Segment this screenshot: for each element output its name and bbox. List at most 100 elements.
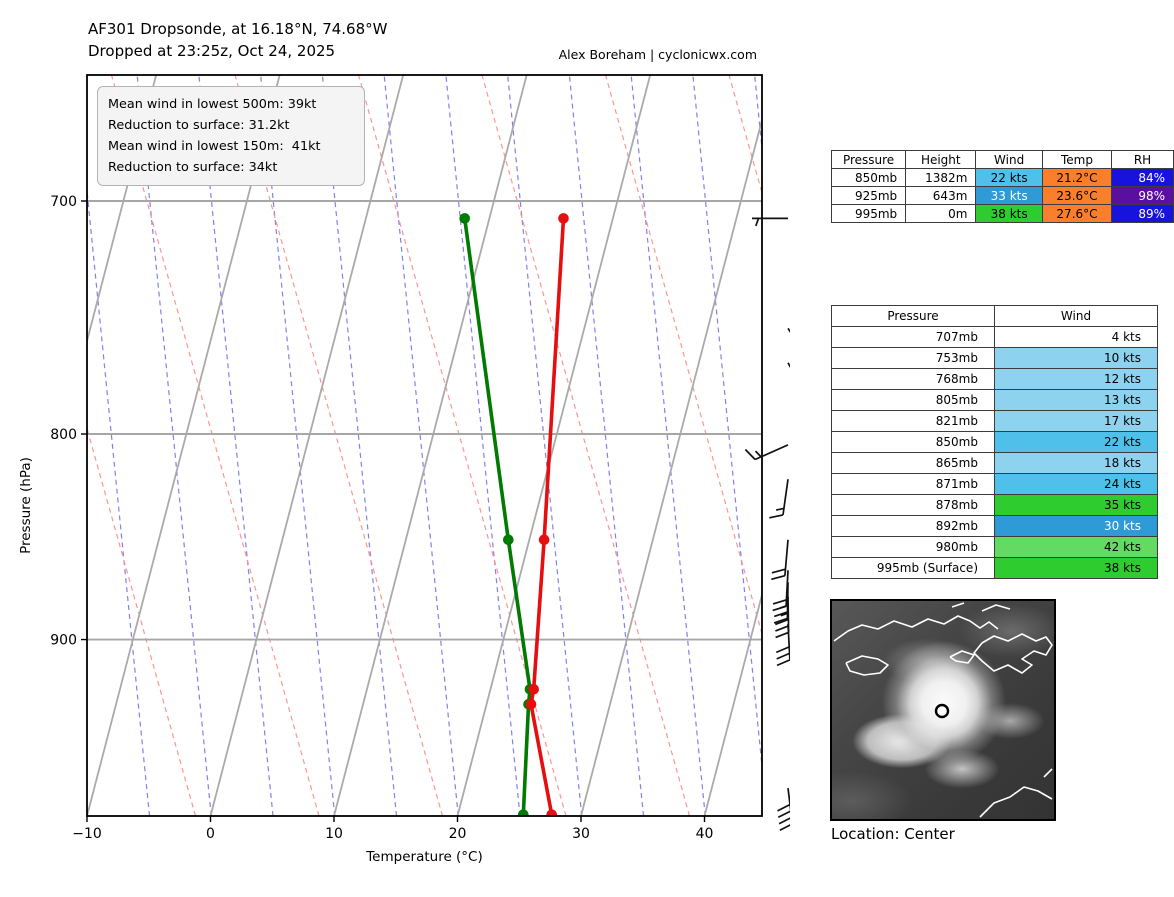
adiabat-line [357,75,567,816]
coastline [845,655,889,676]
moisture-line [692,75,762,773]
wind-barb-980mb [777,787,790,831]
wind-cell: 10 kts [994,347,1158,369]
moisture-line [754,75,762,155]
dewpoint-trace-marker [503,534,514,546]
isotherm-line [703,591,762,816]
wind-cell: 33 kts [975,186,1043,205]
table-row: 980mb 42 kts [831,536,1158,558]
pressure-cell: 821mb [831,410,995,432]
moisture-line [507,75,583,816]
x-tick-label: 20 [449,826,467,842]
moisture-line [87,184,151,816]
temp-cell: 27.6°C [1041,204,1113,223]
column-header: Pressure [830,150,907,169]
column-header: Wind [975,150,1043,169]
sounding-traces [459,213,569,816]
wind-cell: 38 kts [975,204,1043,223]
isotherm-line [456,75,652,816]
wind-cell: 17 kts [994,410,1158,432]
moisture-line [445,75,521,816]
wind-cell: 24 kts [994,473,1158,495]
moisture-line [260,75,336,816]
wind-cell: 13 kts [994,389,1158,411]
table-row: 850mb 1382m 22 kts 21.2°C 84% [830,168,1174,187]
column-header: Temp [1041,150,1113,169]
isotherm-line [580,116,762,816]
plot-title-line1: AF301 Dropsonde, at 16.18°N, 74.68°W [88,20,388,38]
column-header: RH [1111,150,1174,169]
pressure-cell: 892mb [831,515,995,537]
x-tick-label: 40 [696,826,714,842]
credit-text: Alex Boreham | cyclonicwx.com [558,47,757,62]
height-cell: 643m [905,186,977,205]
table-row: 707mb 4 kts [831,326,1158,348]
table-row: 995mb 0m 38 kts 27.6°C 89% [830,204,1174,223]
y-tick-label: 900 [50,633,77,649]
y-tick-label: 700 [50,194,77,210]
wind-barb-871mb [773,582,789,624]
wind-barb-878mb [774,596,790,639]
wind-barb-768mb [787,362,790,368]
height-cell: 0m [905,204,977,223]
wind-cell: 42 kts [994,536,1158,558]
dewpoint-trace-marker [524,683,536,695]
table-row: 871mb 24 kts [831,473,1158,495]
wind-barb-892mb [775,623,790,667]
pressure-cell: 850mb [830,168,907,187]
adiabat-line [0,75,72,816]
pressure-cell: 995mb [830,204,907,223]
table-row: 865mb 18 kts [831,452,1158,474]
storm-center-marker [934,703,950,719]
wind-cell: 38 kts [994,557,1158,579]
table-row: 753mb 10 kts [831,347,1158,369]
rh-cell: 89% [1111,204,1174,223]
table-row: 925mb 643m 33 kts 23.6°C 98% [830,186,1174,205]
wind-cell: 12 kts [994,368,1158,390]
temperature-trace-marker [538,534,550,546]
y-axis-label: Pressure (hPa) [18,457,34,554]
x-tick-label: 30 [572,826,590,842]
wind-barb-753mb [787,327,790,333]
coastline [973,633,1053,674]
x-tick-label: 0 [206,826,215,842]
height-cell: 1382m [905,168,977,187]
plot-title-line2: Dropped at 23:25z, Oct 24, 2025 [88,42,336,60]
isotherm-line [87,75,281,816]
y-tick-label: 800 [50,427,77,443]
column-header: Wind [994,305,1158,327]
wind-cell: 22 kts [994,431,1158,453]
pressure-cell: 980mb [831,536,995,558]
isotherm-line [87,75,158,345]
table-row: 995mb (Surface) 38 kts [831,557,1158,579]
adiabat-line [481,75,691,816]
table-row: 850mb 22 kts [831,431,1158,453]
pressure-cell: 925mb [830,186,907,205]
dewpoint-trace-marker [459,213,470,224]
plot-frame [86,74,763,817]
wind-barb-805mb [744,444,789,461]
wind-barb-821mb [769,479,789,519]
wind-barbs [744,217,790,831]
adiabat-line [728,75,762,196]
table-row: 768mb 12 kts [831,368,1158,390]
wind-cell: 4 kts [994,326,1158,348]
wind-profile-table: Pressure Wind 707mb 4 kts 753mb 10 kts 76… [831,305,1158,579]
x-tick-label: −10 [72,826,102,842]
reduction-surface-150m: Reduction to surface: 34kt [108,160,278,175]
mean-wind-500m: Mean wind in lowest 500m: 39kt [108,97,317,112]
moisture-line [383,75,459,816]
table-row: 892mb 30 kts [831,515,1158,537]
satellite-image [830,599,1056,821]
level-summary-table: Pressure Height Wind Temp RH 850mb 1382m 22 … [830,150,1174,223]
temp-cell: 23.6°C [1041,186,1113,205]
wind-cell: 30 kts [994,515,1158,537]
pressure-cell: 850mb [831,431,995,453]
coastline [979,786,1053,818]
isotherm-line [209,75,405,816]
rh-cell: 84% [1111,168,1174,187]
satellite-caption: Location: Center [831,825,955,843]
pressure-cell: 805mb [831,389,995,411]
pressure-cell: 995mb (Surface) [831,557,995,579]
